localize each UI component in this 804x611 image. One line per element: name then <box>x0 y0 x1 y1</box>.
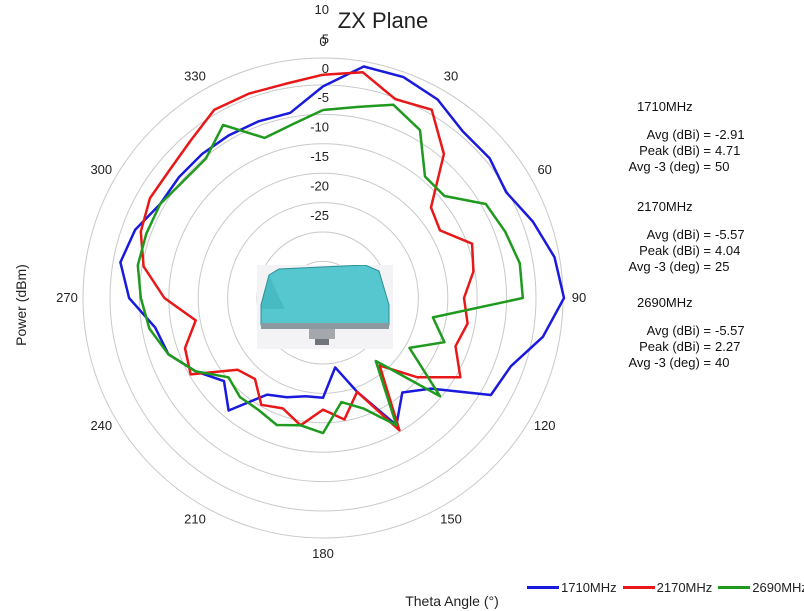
stats-avg-row: Avg (dBi) = -5.57 <box>625 227 745 243</box>
avg3-label: Avg -3 (deg) = <box>628 259 711 274</box>
stats-avg3-row: Avg -3 (deg) = 50 <box>625 159 745 175</box>
y-axis-label: Power (dBm) <box>13 264 29 346</box>
angle-tick-label: 60 <box>537 162 551 177</box>
legend-label: 2690MHz <box>752 580 804 595</box>
stats-freq: 2690MHz <box>637 295 693 310</box>
peak-label: Peak (dBi) = <box>639 143 711 158</box>
grid-ring <box>109 84 537 512</box>
series-line-2170MHz <box>139 71 475 432</box>
legend-swatch <box>527 586 559 589</box>
radial-tick-label: 0 <box>322 61 329 76</box>
angle-tick-label: 300 <box>90 162 112 177</box>
stats-2690: 2690MHz Avg (dBi) = -5.57 Peak (dBi) = 2.2… <box>625 295 745 371</box>
chart-title: ZX Plane <box>338 8 429 33</box>
avg-label: Avg (dBi) = <box>646 323 711 338</box>
avg3-label: Avg -3 (deg) = <box>628 159 711 174</box>
angle-tick-label: 0 <box>319 34 326 49</box>
legend-item-2690: 2690MHz <box>718 580 804 595</box>
angle-tick-label: 180 <box>312 546 334 561</box>
grid-ring <box>138 113 508 483</box>
avg3-value: 40 <box>715 355 730 370</box>
avg3-value: 25 <box>715 259 730 274</box>
legend: 1710MHz 2170MHz 2690MHz <box>527 580 804 595</box>
angle-ticks: 0 30 60 90 120 150 180 210 240 270 300 330 <box>56 34 586 561</box>
stats-2170: 2170MHz Avg (dBi) = -5.57 Peak (dBi) = 4.0… <box>625 199 745 275</box>
stats-avg3-row: Avg -3 (deg) = 25 <box>625 259 745 275</box>
angle-tick-label: 330 <box>184 68 206 83</box>
radial-tick-label: -25 <box>310 208 329 223</box>
angle-tick-label: 30 <box>444 68 458 83</box>
stats-peak-row: Peak (dBi) = 4.04 <box>625 243 745 259</box>
series-lines <box>119 65 566 435</box>
avg3-label: Avg -3 (deg) = <box>628 355 711 370</box>
peak-value: 4.71 <box>715 143 741 158</box>
stats-freq: 2170MHz <box>637 199 693 214</box>
angle-tick-label: 120 <box>534 418 556 433</box>
angle-tick-label: 90 <box>572 290 586 305</box>
series-line-2690MHz <box>136 103 525 435</box>
avg-label: Avg (dBi) = <box>646 227 711 242</box>
radial-tick-label: 10 <box>315 2 329 17</box>
avg-label: Avg (dBi) = <box>646 127 711 142</box>
stats-1710: 1710MHz Avg (dBi) = -2.91 Peak (dBi) = 4.7… <box>625 99 745 175</box>
stats-avg3-row: Avg -3 (deg) = 40 <box>625 355 745 371</box>
peak-label: Peak (dBi) = <box>639 339 711 354</box>
radial-tick-label: 5 <box>322 31 329 46</box>
peak-label: Peak (dBi) = <box>639 243 711 258</box>
avg3-value: 50 <box>715 159 730 174</box>
peak-value: 4.04 <box>715 243 741 258</box>
x-axis-label: Theta Angle (°) <box>405 593 499 609</box>
radial-tick-label: -5 <box>317 90 329 105</box>
radial-tick-label: -20 <box>310 178 329 193</box>
stats-freq: 1710MHz <box>637 99 693 114</box>
grid-ring <box>227 202 419 394</box>
stats-peak-row: Peak (dBi) = 4.71 <box>625 143 745 159</box>
peak-value: 2.27 <box>715 339 741 354</box>
angle-tick-label: 210 <box>184 512 206 527</box>
avg-value: -5.57 <box>715 323 745 338</box>
angle-tick-label: 270 <box>56 290 78 305</box>
radial-tick-label: -15 <box>310 149 329 164</box>
legend-swatch <box>622 586 655 589</box>
legend-item-1710: 1710MHz <box>527 580 617 595</box>
grid-ring <box>168 143 478 453</box>
avg-value: -5.57 <box>715 227 745 242</box>
radial-tick-label: -10 <box>310 120 329 135</box>
angle-tick-label: 240 <box>90 418 112 433</box>
grid-ring <box>197 172 449 424</box>
stats-avg-row: Avg (dBi) = -5.57 <box>625 323 745 339</box>
legend-label: 2170MHz <box>656 580 713 595</box>
avg-value: -2.91 <box>715 127 745 142</box>
stats-avg-row: Avg (dBi) = -2.91 <box>625 127 745 143</box>
legend-item-2170: 2170MHz <box>622 580 713 595</box>
angle-tick-label: 150 <box>440 512 462 527</box>
antenna-icon <box>257 264 393 349</box>
legend-label: 1710MHz <box>561 580 617 595</box>
stats-peak-row: Peak (dBi) = 2.27 <box>625 339 745 355</box>
legend-swatch <box>718 586 751 589</box>
antenna-device-image <box>257 264 393 349</box>
